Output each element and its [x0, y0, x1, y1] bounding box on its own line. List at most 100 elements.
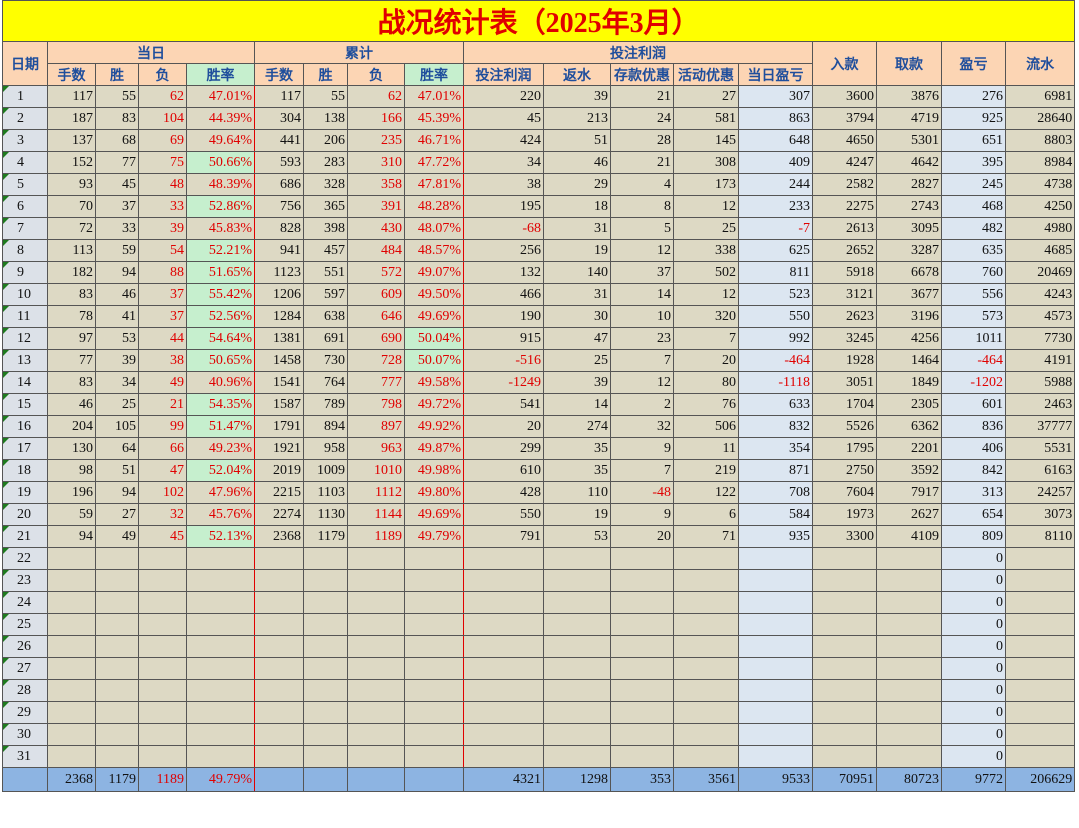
cell: 832: [738, 415, 813, 438]
cell: 484: [347, 239, 405, 262]
cell: 173: [673, 173, 739, 196]
cell: [404, 569, 464, 592]
date-cell: 1: [2, 85, 48, 108]
date-cell: 10: [2, 283, 48, 306]
cell: 137: [47, 129, 96, 152]
cell: [543, 547, 611, 570]
cell: [673, 701, 739, 724]
cell: 430: [347, 217, 405, 240]
cell: 45.83%: [186, 217, 255, 240]
cell: 45: [95, 173, 139, 196]
cell: [1004, 613, 1076, 636]
cell: 4243: [1004, 283, 1076, 306]
cell: 1795: [812, 437, 877, 460]
cell: [254, 613, 304, 636]
cell: 0: [941, 701, 1006, 724]
cell: [812, 613, 877, 636]
cell: [404, 613, 464, 636]
cell: 5918: [812, 261, 877, 284]
cell: 25: [673, 217, 739, 240]
cell: 47.96%: [186, 481, 255, 504]
total-row: 2368 1179 1189 49.79% 4321 1298 353 3561 9533 709…: [2, 767, 1076, 792]
cell: [95, 569, 139, 592]
cell: 9: [610, 437, 674, 460]
cell: 646: [347, 305, 405, 328]
cell: [876, 569, 942, 592]
header-profit: 投注利润: [463, 41, 813, 64]
cell: [738, 591, 813, 614]
cell: 5526: [812, 415, 877, 438]
date-cell: 6: [2, 195, 48, 218]
cell: 27: [95, 503, 139, 526]
cell: 0: [941, 723, 1006, 746]
cell: 581: [673, 107, 739, 130]
cell: [738, 745, 813, 768]
date-cell: 4: [2, 151, 48, 174]
subheader: 胜率: [186, 63, 255, 86]
cell: 0: [941, 635, 1006, 658]
data-row: 8 113 59 54 52.21% 941 457 484 48.57% 256 19 12 338 6…: [2, 239, 1076, 262]
cell: -1202: [941, 371, 1006, 394]
date-cell: 13: [2, 349, 48, 372]
cell: 195: [463, 195, 544, 218]
cell: 28: [610, 129, 674, 152]
cell: 47.01%: [404, 85, 464, 108]
cell: 2275: [812, 195, 877, 218]
subheader: 投注利润: [463, 63, 544, 86]
cell: [738, 547, 813, 570]
cell: 7: [610, 459, 674, 482]
cell: 0: [941, 745, 1006, 768]
cell: 274: [543, 415, 611, 438]
cell: 34: [463, 151, 544, 174]
cell: [738, 657, 813, 680]
cell: 871: [738, 459, 813, 482]
cell: [186, 613, 255, 636]
date-cell: 9: [2, 261, 48, 284]
cell: 52.21%: [186, 239, 255, 262]
cell: 1284: [254, 305, 304, 328]
cell: 51.47%: [186, 415, 255, 438]
cell: 2019: [254, 459, 304, 482]
cell: 48.07%: [404, 217, 464, 240]
cell: 5: [610, 217, 674, 240]
cell: 3245: [812, 327, 877, 350]
cell: [876, 613, 942, 636]
cell: [463, 723, 544, 746]
cell: 8110: [1004, 525, 1076, 548]
cell: [738, 569, 813, 592]
cell: 836: [941, 415, 1006, 438]
cell: [347, 635, 405, 658]
cell: 798: [347, 393, 405, 416]
cell: 1189: [347, 525, 405, 548]
cell: 27: [673, 85, 739, 108]
cell: [95, 613, 139, 636]
cell: [186, 723, 255, 746]
cell: 4738: [1004, 173, 1076, 196]
cell: [610, 701, 674, 724]
cell: 633: [738, 393, 813, 416]
total-cell: 9772: [941, 767, 1006, 792]
cell: [812, 745, 877, 768]
data-row: 16 204 105 99 51.47% 1791 894 897 49.92% 20 274 32 5…: [2, 415, 1076, 438]
cell: 256: [463, 239, 544, 262]
cell: 8984: [1004, 151, 1076, 174]
cell: 428: [463, 481, 544, 504]
cell: 506: [673, 415, 739, 438]
cell: 1458: [254, 349, 304, 372]
cell: [186, 679, 255, 702]
cell: 152: [47, 151, 96, 174]
cell: [610, 547, 674, 570]
cell: 1179: [303, 525, 348, 548]
cell: [876, 657, 942, 680]
cell: 1112: [347, 481, 405, 504]
data-row: 20 59 27 32 45.76% 2274 1130 1144 49.69% 550 19 9 6 5…: [2, 503, 1076, 526]
cell: 4250: [1004, 195, 1076, 218]
cell: 49.79%: [404, 525, 464, 548]
title: 战况统计表（2025年3月）: [1, 0, 1076, 42]
cell: 842: [941, 459, 1006, 482]
cell: 49.72%: [404, 393, 464, 416]
cell: 935: [738, 525, 813, 548]
cell: 391: [347, 195, 405, 218]
cell: 4256: [876, 327, 942, 350]
cell: 219: [673, 459, 739, 482]
